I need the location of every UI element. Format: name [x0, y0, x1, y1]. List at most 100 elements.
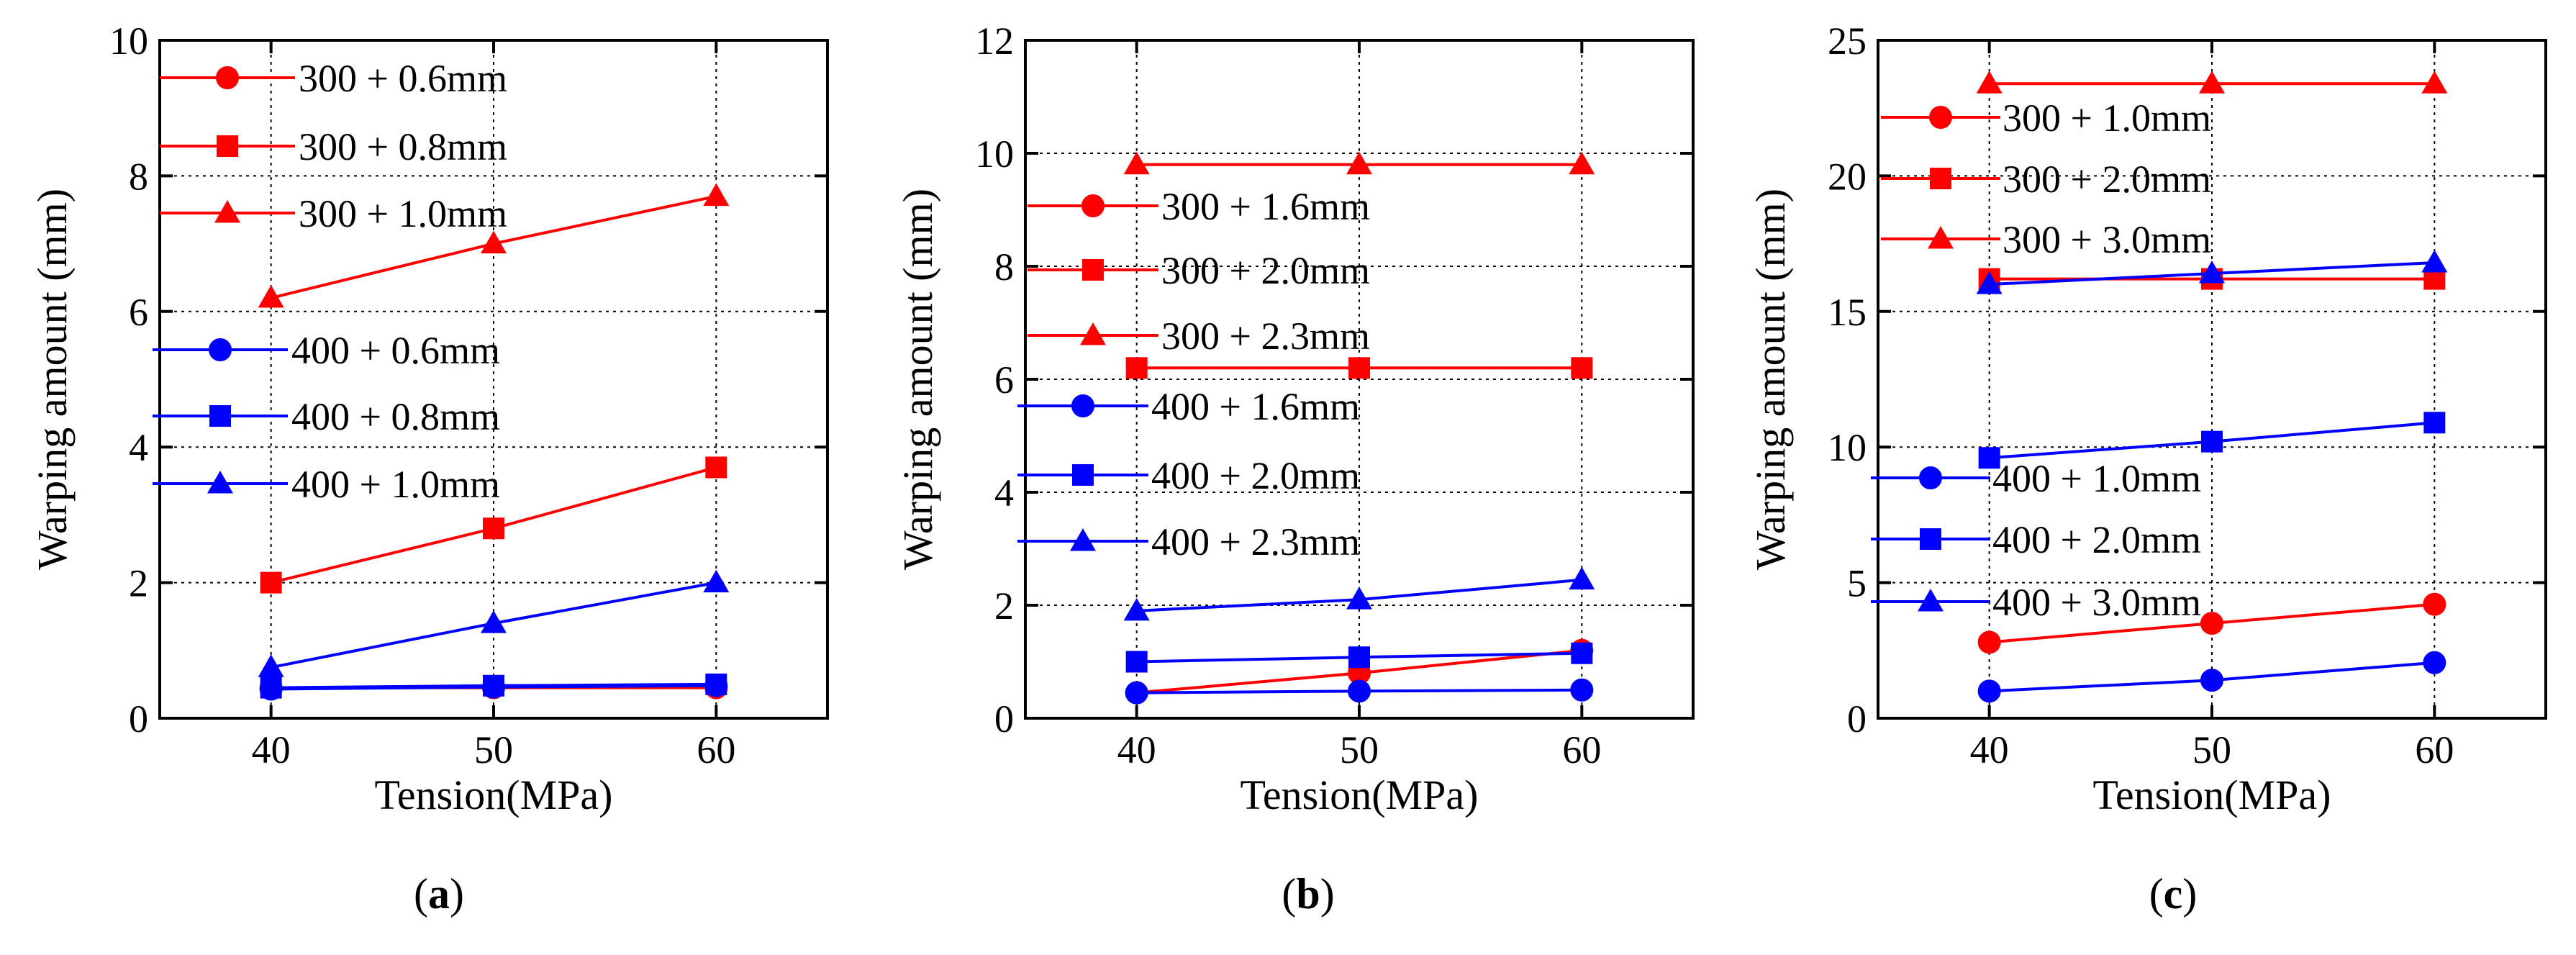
- y-tick-label: 4: [994, 471, 1014, 515]
- legend-label: 300 + 2.0mm: [1161, 249, 1370, 292]
- series-400-3-0mm: [1976, 249, 2448, 294]
- data-point: [1348, 679, 1371, 703]
- panel-caption: (a): [414, 870, 464, 918]
- data-point: [260, 676, 282, 699]
- legend-label: 400 + 1.0mm: [1992, 457, 2201, 500]
- legend-marker: [216, 66, 239, 89]
- data-point: [1978, 447, 2000, 469]
- data-point: [2423, 592, 2446, 616]
- data-point: [703, 569, 730, 593]
- data-point: [705, 673, 727, 695]
- data-point: [1348, 646, 1370, 669]
- y-tick-label: 6: [129, 291, 148, 334]
- data-point: [2423, 412, 2446, 434]
- legend-marker: [1920, 528, 1941, 550]
- series-400-0-8mm: [260, 673, 727, 699]
- legend-label: 400 + 1.0mm: [291, 463, 500, 506]
- legend-label: 300 + 3.0mm: [2003, 218, 2211, 261]
- x-tick-label: 60: [2415, 728, 2454, 771]
- legend-marker: [1919, 466, 1942, 489]
- data-point: [1125, 651, 1148, 673]
- data-point: [260, 571, 282, 594]
- y-axis-label: Warping amount (mm): [894, 189, 941, 570]
- data-point: [1348, 357, 1370, 379]
- y-tick-label: 0: [1847, 697, 1867, 741]
- y-tick-label: 15: [1828, 291, 1867, 334]
- data-point: [2421, 249, 2448, 273]
- legend-marker: [1071, 394, 1094, 417]
- y-tick-label: 6: [994, 358, 1014, 402]
- series-400-2-0mm: [1978, 412, 2446, 469]
- y-tick-label: 10: [975, 132, 1014, 176]
- x-axis-label: Tension(MPa): [2092, 771, 2331, 818]
- legend-marker: [214, 200, 240, 223]
- data-point: [483, 674, 504, 697]
- series-300-2-3mm: [1123, 151, 1595, 175]
- y-tick-label: 0: [994, 697, 1014, 741]
- data-point: [1976, 71, 2003, 94]
- series-300-1-0mm: [258, 183, 730, 308]
- legend-label: 300 + 0.6mm: [299, 57, 507, 100]
- x-tick-label: 50: [2192, 728, 2231, 771]
- legend-marker: [1070, 528, 1096, 551]
- x-tick-label: 50: [474, 728, 513, 771]
- data-point: [1346, 151, 1372, 175]
- legend-marker: [1081, 194, 1105, 217]
- legend-label: 300 + 1.0mm: [2003, 96, 2211, 140]
- y-tick-label: 5: [1847, 562, 1867, 605]
- y-tick-label: 12: [975, 19, 1014, 63]
- x-axis-label: Tension(MPa): [374, 771, 612, 818]
- data-point: [2200, 612, 2223, 635]
- data-point: [1570, 678, 1594, 702]
- x-tick-label: 60: [697, 728, 735, 771]
- legend-label: 300 + 0.8mm: [299, 125, 507, 168]
- series-300-1-0mm: [1977, 592, 2446, 654]
- legend-marker: [1082, 259, 1104, 281]
- data-point: [1977, 679, 2001, 703]
- data-point: [2421, 71, 2448, 94]
- data-point: [2200, 669, 2223, 692]
- y-tick-label: 25: [1828, 19, 1867, 63]
- data-point: [705, 456, 727, 479]
- data-point: [1123, 597, 1150, 621]
- data-point: [258, 284, 284, 308]
- series-300-3-0mm: [1976, 71, 2448, 94]
- y-tick-label: 8: [129, 155, 148, 198]
- data-point: [1346, 587, 1372, 610]
- y-tick-label: 0: [129, 697, 148, 741]
- y-tick-label: 10: [109, 19, 148, 63]
- legend-label: 400 + 1.6mm: [1151, 385, 1360, 428]
- y-axis-label: Warping amount (mm): [29, 189, 76, 570]
- data-point: [2199, 71, 2225, 94]
- legend-label: 300 + 2.0mm: [2003, 158, 2211, 201]
- series-300-0-8mm: [260, 456, 727, 594]
- x-tick-label: 40: [252, 728, 291, 771]
- y-axis-label: Warping amount (mm): [1747, 189, 1794, 570]
- data-point: [1125, 357, 1148, 379]
- data-point: [1569, 151, 1595, 175]
- panel-caption: (c): [2149, 870, 2198, 918]
- legend-label: 400 + 0.8mm: [291, 395, 500, 438]
- panel-caption: (b): [1282, 870, 1334, 918]
- chart-panel-a: 40 50 60 0 2 4 6 8 10 Tension(MPa) Warping amount …: [29, 19, 829, 918]
- legend-label: 400 + 0.6mm: [291, 329, 500, 372]
- legend-label: 400 + 2.0mm: [1151, 454, 1360, 497]
- x-tick-label: 50: [1340, 728, 1379, 771]
- legend-marker: [1929, 106, 1952, 129]
- legend-marker: [1080, 322, 1106, 345]
- legend-marker: [1072, 464, 1094, 486]
- data-point: [1125, 681, 1148, 705]
- data-point: [1976, 271, 2003, 294]
- legend-label: 400 + 2.0mm: [1992, 518, 2201, 561]
- legend-label: 400 + 2.3mm: [1151, 520, 1360, 564]
- series-400-1-6mm: [1125, 678, 1594, 705]
- data-point: [2423, 651, 2446, 674]
- series-300-2-0mm: [1125, 357, 1593, 379]
- x-tick-label: 40: [1970, 728, 2009, 771]
- data-point: [1571, 357, 1593, 379]
- y-tick-label: 2: [994, 584, 1014, 628]
- data-point: [483, 517, 504, 540]
- legend-label: 300 + 1.6mm: [1161, 185, 1370, 228]
